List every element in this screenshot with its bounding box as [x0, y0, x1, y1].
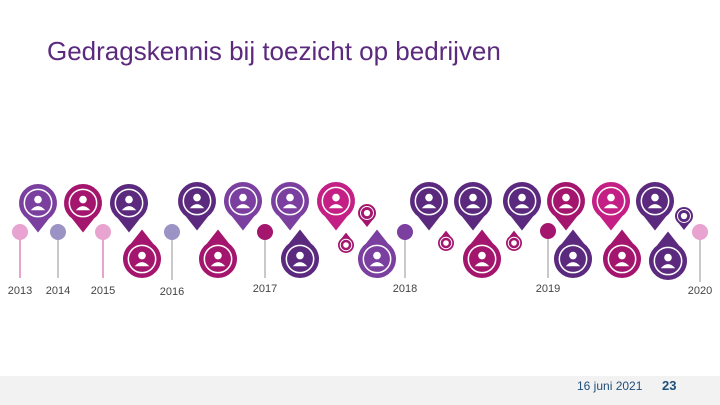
- small-icon: [363, 209, 371, 217]
- footer-bar: [0, 376, 720, 405]
- year-marker-dot: [692, 224, 708, 240]
- envelope-icon: [328, 193, 344, 209]
- small-icon: [343, 242, 349, 248]
- milestone-pin: [123, 229, 161, 278]
- person-icon: [421, 193, 437, 209]
- milestone-pin: [110, 183, 149, 233]
- year-label: 2018: [393, 283, 417, 295]
- year-label: 2014: [46, 285, 70, 297]
- milestone-pin: [409, 182, 448, 231]
- milestone-pin: [503, 182, 541, 231]
- org-chart-icon: [121, 195, 137, 211]
- year-label: 2016: [160, 286, 184, 298]
- year-label: 2013: [8, 285, 32, 297]
- milestone-pin: [19, 183, 58, 233]
- year-marker-dot: [50, 224, 66, 240]
- milestone-pin: [198, 229, 237, 278]
- graduation-cap-icon: [614, 251, 630, 267]
- gavel-icon: [558, 193, 574, 209]
- gear-person-icon: [369, 251, 385, 267]
- milestone-pin: [178, 182, 217, 231]
- year-label: 2020: [688, 285, 712, 297]
- document-icon: [474, 251, 490, 267]
- milestone-pin: [281, 229, 320, 278]
- year-marker-dot: [540, 223, 556, 239]
- milestone-pin: [454, 182, 493, 231]
- info-icon: [680, 212, 688, 220]
- slide-title: Gedragskennis bij toezicht op bedrijven: [47, 36, 501, 66]
- graduate-icon: [292, 251, 308, 267]
- signpost-icon: [465, 193, 481, 209]
- milestone-pin: [358, 204, 376, 227]
- person-icon: [189, 193, 205, 209]
- milestone-pin: [463, 229, 502, 278]
- milestone-pin: [592, 181, 630, 231]
- globe-icon: [660, 253, 676, 269]
- milestone-pin: [506, 230, 522, 251]
- milestone-pin: [224, 182, 262, 231]
- milestone-pin: [317, 181, 355, 231]
- people-icon: [565, 251, 581, 267]
- milestone-pin: [675, 206, 694, 230]
- people-icon: [75, 195, 91, 211]
- year-marker-dot: [257, 224, 273, 240]
- year-marker-dot: [164, 224, 180, 240]
- milestone-pin: [636, 181, 675, 231]
- person-icon: [603, 193, 619, 209]
- book-icon: [235, 193, 251, 209]
- year-label: 2017: [253, 283, 277, 295]
- year-marker-dot: [12, 224, 28, 240]
- milestone-pin: [63, 183, 102, 233]
- small-icon: [511, 240, 517, 246]
- milestone-pin: [437, 230, 454, 251]
- year-marker-dot: [95, 224, 111, 240]
- milestone-pin: [357, 229, 396, 278]
- person-icon: [210, 251, 226, 267]
- milestone-pin: [547, 182, 586, 231]
- year-label: 2015: [91, 285, 115, 297]
- hierarchy-icon: [282, 193, 298, 209]
- year-marker-dot: [397, 224, 413, 240]
- tools-icon: [134, 251, 150, 267]
- milestone-pin: [338, 232, 354, 253]
- power-icon: [30, 195, 46, 211]
- milestone-pin: [648, 231, 687, 280]
- page-number: 23: [662, 378, 677, 393]
- timeline-diagram: 2013 2014 2015 2016 2017 2018 2019 2020: [8, 181, 712, 298]
- map-icon: [514, 193, 530, 209]
- milestone-pin: [554, 229, 592, 279]
- year-label: 2019: [536, 283, 560, 295]
- clipboard-icon: [647, 193, 663, 209]
- small-icon: [443, 240, 449, 246]
- milestone-pin: [603, 229, 641, 278]
- footer-date: 16 juni 2021: [577, 379, 643, 393]
- milestone-pin: [271, 182, 310, 231]
